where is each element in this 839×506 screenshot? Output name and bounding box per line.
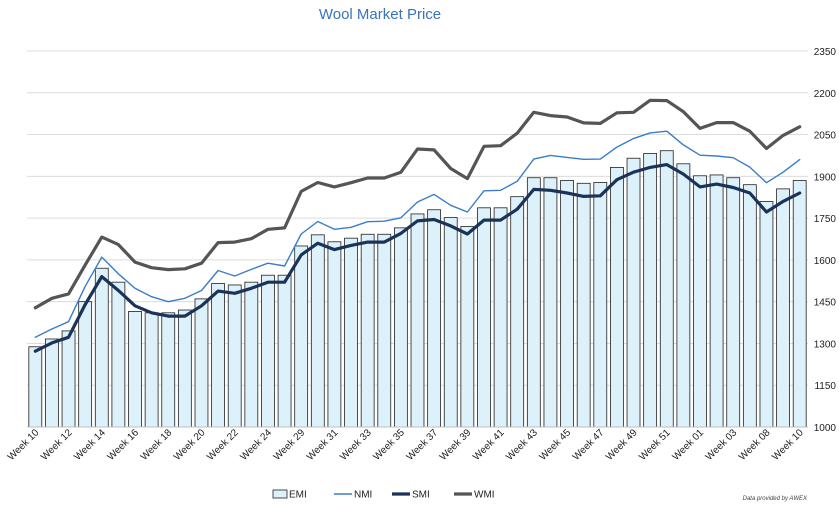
bar-emi [377,233,392,428]
bar-emi [327,241,342,428]
legend-label-wmi: WMI [474,490,495,501]
bar-emi [28,346,43,428]
bar-emi [78,301,93,428]
y-tick-label: 2350 [814,47,837,58]
bar-emi [310,234,325,428]
bar-emi [493,207,508,428]
y-tick-label: 1300 [814,339,837,350]
y-tick-label: 2200 [814,89,837,100]
bar-emi [227,284,242,428]
bar-emi [543,177,558,428]
bar-emi [510,196,525,428]
bar-emi [460,226,475,428]
bar-emi [94,267,109,428]
y-tick-label: 1000 [814,423,837,434]
bar-emi [709,174,724,428]
bar-emi [394,227,408,428]
bar-emi [759,200,774,428]
x-tick-label: Week 45 [538,427,574,463]
x-tick-label: Week 31 [305,427,341,463]
line-smi [33,163,802,353]
x-tick-label: Week 41 [471,427,507,463]
bar-emi [726,177,741,428]
bar-emi [45,338,59,428]
bar-emi [294,245,309,428]
y-tick-label: 1450 [814,298,837,309]
x-tick-label: Week 16 [106,427,142,463]
bar-emi [360,233,375,428]
bar-emi [776,188,790,428]
bar-emi [111,281,126,428]
x-tick-label: Week 10 [770,427,806,463]
bar-emi [144,312,159,428]
y-tick-label: 1150 [814,381,836,392]
bar-emi [792,180,807,428]
bar-emi [61,330,76,428]
bar-emi [560,180,574,428]
legend-swatch-emi [272,489,288,499]
bar-emi [177,309,192,428]
x-tick-label: Week 33 [338,427,374,463]
bar-emi [576,182,591,428]
x-tick-label: Week 39 [438,427,474,463]
bar-emi [277,274,292,428]
x-tick-label: Week 24 [239,427,275,463]
bar-emi [427,209,441,428]
line-wmi [33,98,802,310]
legend-label-emi: EMI [289,490,307,501]
x-tick-label: Week 49 [604,427,640,463]
x-tick-label: Week 29 [272,427,308,463]
x-tick-label: Week 10 [6,427,42,463]
x-tick-label: Week 37 [405,427,441,463]
x-tick-label: Week 35 [371,427,407,463]
bar-emi [610,167,624,428]
bar-emi [410,213,425,428]
bar-emi [211,283,225,428]
x-tick-label: Week 08 [737,427,773,463]
bar-emi [643,153,658,428]
bar-emi [526,177,541,428]
bar-emi [626,157,641,428]
bar-emi [742,184,757,428]
bar-emi [194,298,209,428]
x-tick-label: Week 20 [172,427,208,463]
bar-emi [676,163,691,428]
x-tick-label: Week 43 [504,427,540,463]
x-tick-label: Week 12 [39,427,75,463]
bar-emi [128,311,142,428]
y-tick-label: 2050 [814,131,837,142]
y-tick-label: 1900 [814,172,837,183]
x-tick-label: Week 14 [72,427,108,463]
y-tick-label: 1750 [814,214,837,225]
x-tick-label: Week 18 [139,427,175,463]
x-tick-label: Week 51 [637,427,673,463]
data-credit: Data provided by AWEX [742,496,807,502]
legend-label-nmi: NMI [354,490,372,501]
bar-emi [693,175,707,428]
x-tick-label: Week 03 [704,427,740,463]
bar-emi [443,217,458,428]
x-tick-label: Week 22 [205,427,241,463]
bar-emi [261,274,275,428]
bar-emi [161,312,176,428]
bar-emi [344,237,358,428]
legend-label-smi: SMI [412,490,430,501]
bar-emi [244,281,259,428]
line-nmi [34,130,801,338]
x-tick-label: Week 01 [671,427,707,463]
y-tick-label: 1600 [814,256,837,267]
x-tick-label: Week 47 [571,427,607,463]
bar-emi [593,182,608,428]
bar-emi [477,207,491,428]
bar-emi [659,150,674,428]
chart-title: Wool Market Price [318,6,442,23]
